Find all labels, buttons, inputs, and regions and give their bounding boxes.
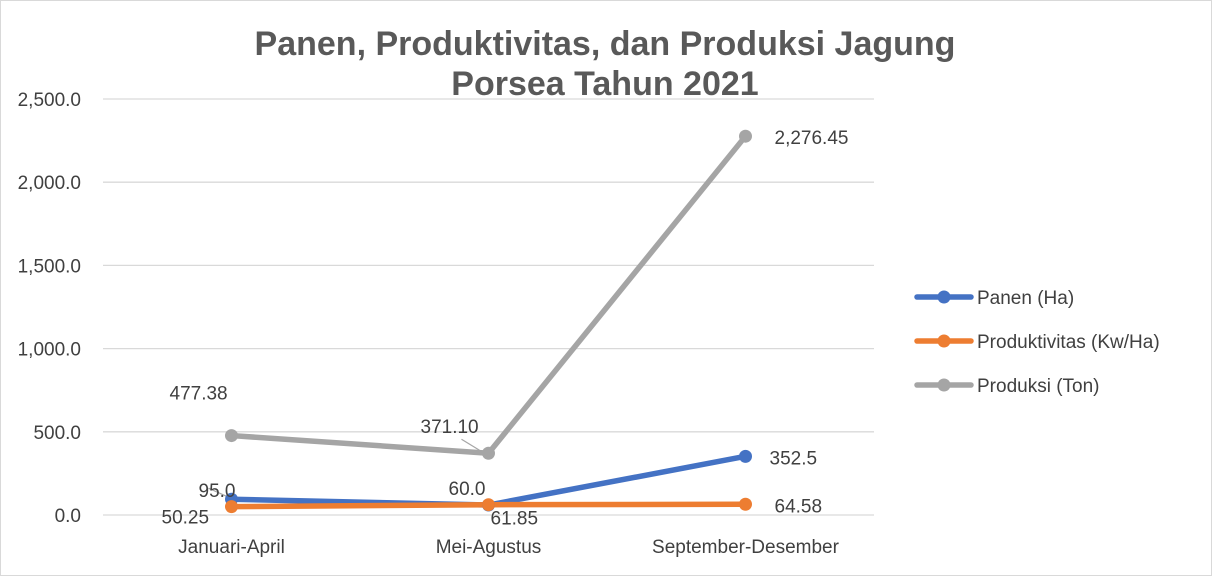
data-point <box>225 429 238 443</box>
data-label: 352.5 <box>770 448 818 469</box>
data-label: 2,276.45 <box>775 128 849 149</box>
x-tick-label: Januari-April <box>178 537 285 558</box>
y-tick-label: 500.0 <box>33 423 81 444</box>
data-labels: 95.0 60.0 352.5 50.25 61.85 64.58 477.38 371.10… <box>162 128 849 530</box>
data-point <box>739 449 752 463</box>
data-label: 371.10 <box>421 417 479 438</box>
series-points <box>225 129 752 514</box>
chart-title-line-2: Porsea Tahun 2021 <box>451 65 758 103</box>
data-label: 60.0 <box>449 479 486 500</box>
series-line <box>228 453 749 508</box>
legend-swatch-marker <box>937 334 951 348</box>
y-tick-label: 1,500.0 <box>18 256 81 277</box>
legend-label: Produksi (Ton) <box>977 376 1100 397</box>
y-tick-label: 2,000.0 <box>18 173 81 194</box>
chart-title-line-1: Panen, Produktivitas, dan Produksi Jagun… <box>255 25 956 63</box>
data-label: 61.85 <box>491 509 539 530</box>
data-point <box>482 446 495 460</box>
x-tick-label: September-Desember <box>652 537 840 558</box>
legend-label: Panen (Ha) <box>977 288 1074 309</box>
x-axis: Januari-April Mei-Agustus September-Desemb… <box>178 537 839 558</box>
legend-item: Produksi (Ton) <box>914 376 1100 397</box>
data-point <box>225 500 238 514</box>
data-label: 64.58 <box>775 496 823 517</box>
legend-item: Produktivitas (Kw/Ha) <box>914 332 1160 353</box>
data-point <box>739 129 752 143</box>
label-leader-lines <box>208 438 480 498</box>
legend-swatch-marker <box>937 290 951 304</box>
series-line <box>228 133 749 456</box>
leader-line <box>461 438 480 451</box>
legend-item: Panen (Ha) <box>914 288 1074 309</box>
data-point <box>739 497 752 511</box>
legend-swatch-marker <box>937 378 951 392</box>
legend-label: Produktivitas (Kw/Ha) <box>977 332 1160 353</box>
leader-line <box>208 487 229 498</box>
legend: Panen (Ha) Produktivitas (Kw/Ha) Produksi … <box>914 288 1160 397</box>
data-point <box>482 498 495 512</box>
data-label: 95.0 <box>199 481 236 502</box>
x-tick-label: Mei-Agustus <box>436 537 542 558</box>
y-tick-label: 1,000.0 <box>18 340 81 361</box>
data-label: 50.25 <box>162 508 210 529</box>
y-tick-label: 0.0 <box>55 506 81 527</box>
y-tick-label: 2,500.0 <box>18 90 81 111</box>
chart-title: Panen, Produktivitas, dan Produksi Jagun… <box>255 25 956 103</box>
data-label: 477.38 <box>170 384 228 405</box>
y-axis: 0.0 500.0 1,000.0 1,500.0 2,000.0 2,500.0 <box>18 90 81 527</box>
